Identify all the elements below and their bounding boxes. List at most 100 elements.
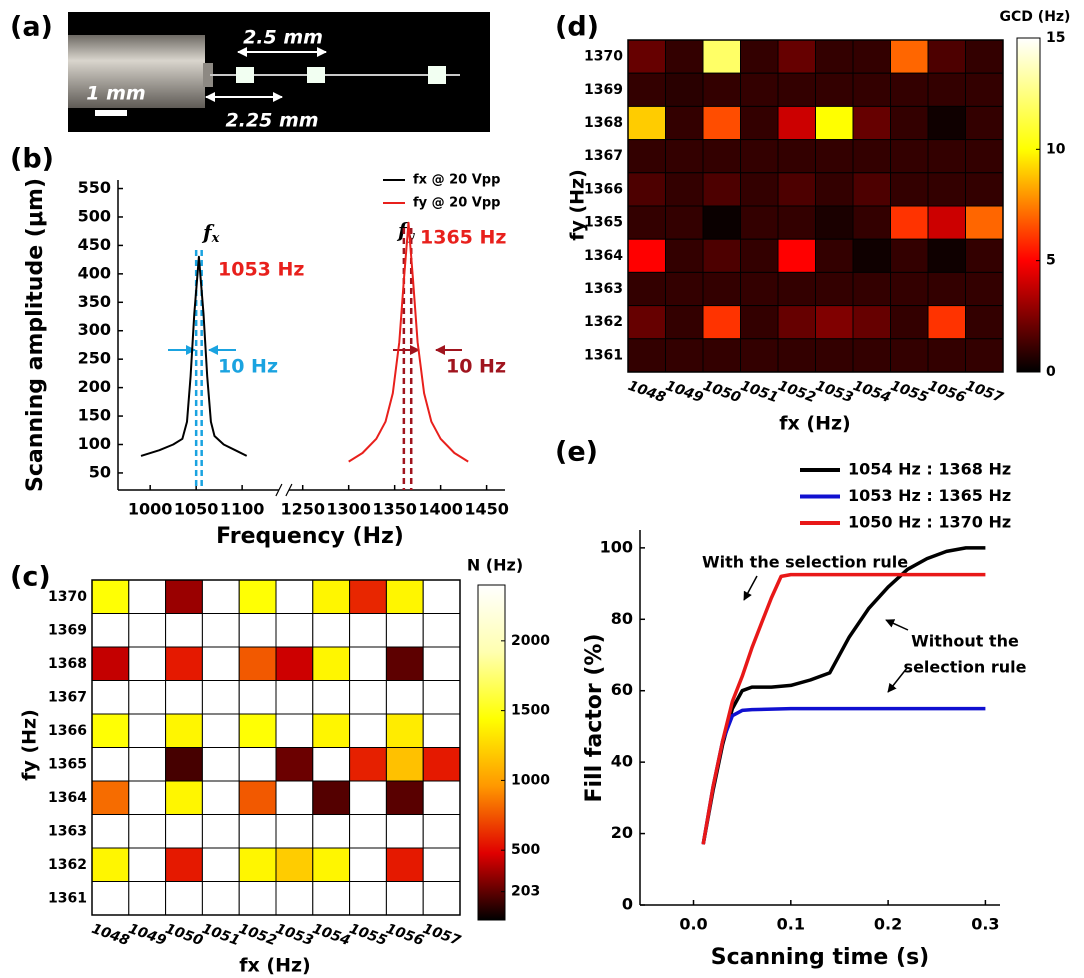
- heat-cell: [740, 172, 779, 207]
- empty-cell: [165, 881, 203, 916]
- peak-label: fx: [201, 220, 220, 246]
- scale-bar: [95, 110, 127, 116]
- x-tick-label: 0.2: [874, 915, 902, 934]
- empty-cell: [91, 613, 130, 648]
- heat-cell: [740, 139, 779, 174]
- x-tick-label: 1053: [813, 378, 855, 406]
- empty-cell: [165, 814, 203, 849]
- x-tick-label: 1057: [963, 378, 1005, 406]
- x-tick-label: 1300: [326, 500, 371, 519]
- x-tick-label: 1049: [126, 921, 168, 949]
- heat-cell: [965, 205, 1004, 240]
- empty-cell: [201, 646, 240, 681]
- heat-cell: [965, 338, 1004, 373]
- heat-cell: [91, 579, 130, 614]
- series-line: [701, 706, 986, 845]
- y-tick-label: 60: [611, 680, 633, 699]
- photo-annotation: 2.25 mm: [225, 110, 318, 132]
- empty-cell: [385, 814, 424, 849]
- empty-cell: [422, 847, 461, 882]
- y-tick-label: 1369: [584, 82, 623, 98]
- empty-cell: [201, 613, 240, 648]
- annotation: 1365 Hz: [420, 227, 506, 249]
- heat-cell: [852, 238, 891, 273]
- heat-cell: [815, 72, 854, 107]
- empty-cell: [422, 881, 461, 916]
- heat-cell: [740, 338, 779, 373]
- heat-cell: [665, 338, 704, 373]
- heat-cell: [740, 305, 779, 340]
- empty-cell: [128, 847, 167, 882]
- heat-cell: [852, 139, 891, 174]
- x-tick-label: 1057: [421, 921, 463, 949]
- empty-cell: [349, 780, 387, 815]
- heat-cell: [91, 713, 130, 748]
- x-tick-label: 1048: [89, 921, 131, 949]
- empty-cell: [275, 579, 314, 614]
- heat-cell: [890, 139, 929, 174]
- mass: [428, 66, 446, 84]
- empty-cell: [422, 646, 461, 681]
- y-axis-title: fy (Hz): [19, 709, 41, 781]
- heat-cell: [815, 172, 854, 207]
- empty-cell: [275, 613, 314, 648]
- photo-annotation: 2.5 mm: [243, 27, 323, 49]
- empty-cell: [238, 881, 277, 916]
- heat-cell: [627, 105, 666, 141]
- y-tick-label: 250: [78, 349, 111, 368]
- heat-cell: [777, 139, 816, 174]
- empty-cell: [238, 747, 277, 782]
- heat-cell: [385, 847, 424, 882]
- x-tick-label: 1055: [888, 378, 930, 406]
- heat-cell: [965, 139, 1004, 174]
- colorbar-tick-label: 2000: [511, 633, 550, 649]
- heat-cell: [702, 139, 741, 174]
- heat-cell: [165, 747, 203, 782]
- y-tick-label: 350: [78, 292, 111, 311]
- heat-cell: [852, 205, 891, 240]
- empty-cell: [349, 713, 387, 748]
- y-tick-label: 500: [78, 206, 111, 225]
- heat-cell: [852, 172, 891, 207]
- x-tick-label: 1052: [237, 921, 279, 949]
- x-tick-label: 1450: [464, 500, 509, 519]
- heat-cell: [890, 271, 929, 307]
- y-tick-label: 1362: [48, 857, 87, 873]
- y-tick-label: 0: [622, 895, 633, 914]
- axis-break: [275, 483, 283, 497]
- y-tick-label: 1370: [48, 589, 87, 605]
- heat-cell: [927, 39, 966, 74]
- heat-cell: [965, 238, 1004, 273]
- heat-cell: [927, 205, 966, 240]
- photo: 2.5 mm 1 mm 2.25 mm: [68, 12, 490, 132]
- panel-label: (a): [10, 12, 53, 43]
- empty-cell: [201, 780, 240, 815]
- y-tick-label: 80: [611, 609, 633, 628]
- panel-label: (d): [555, 12, 599, 43]
- empty-cell: [91, 881, 130, 916]
- empty-cell: [312, 747, 351, 782]
- empty-cell: [312, 881, 351, 916]
- heat-cell: [165, 713, 203, 748]
- y-tick-label: 1367: [48, 689, 87, 705]
- y-tick-label: 1365: [48, 756, 87, 772]
- x-tick-label: 1055: [347, 921, 389, 949]
- heat-cell: [927, 271, 966, 307]
- heat-cell: [777, 105, 816, 141]
- heat-cell: [275, 747, 314, 782]
- x-axis-title: fx (Hz): [779, 413, 850, 435]
- x-tick-label: 1054: [851, 378, 893, 406]
- heat-cell: [927, 338, 966, 373]
- empty-cell: [165, 680, 203, 715]
- x-tick-label: 1049: [663, 378, 705, 406]
- colorbar-tick-label: 1500: [511, 703, 550, 719]
- heat-cell: [702, 205, 741, 240]
- heat-cell: [890, 338, 929, 373]
- heat-cell: [740, 271, 779, 307]
- empty-cell: [201, 847, 240, 882]
- heat-cell: [385, 780, 424, 815]
- y-tick-label: 1369: [48, 622, 87, 638]
- colorbar-tick-label: 5: [1046, 253, 1056, 269]
- colorbar-tick-label: 500: [511, 842, 540, 858]
